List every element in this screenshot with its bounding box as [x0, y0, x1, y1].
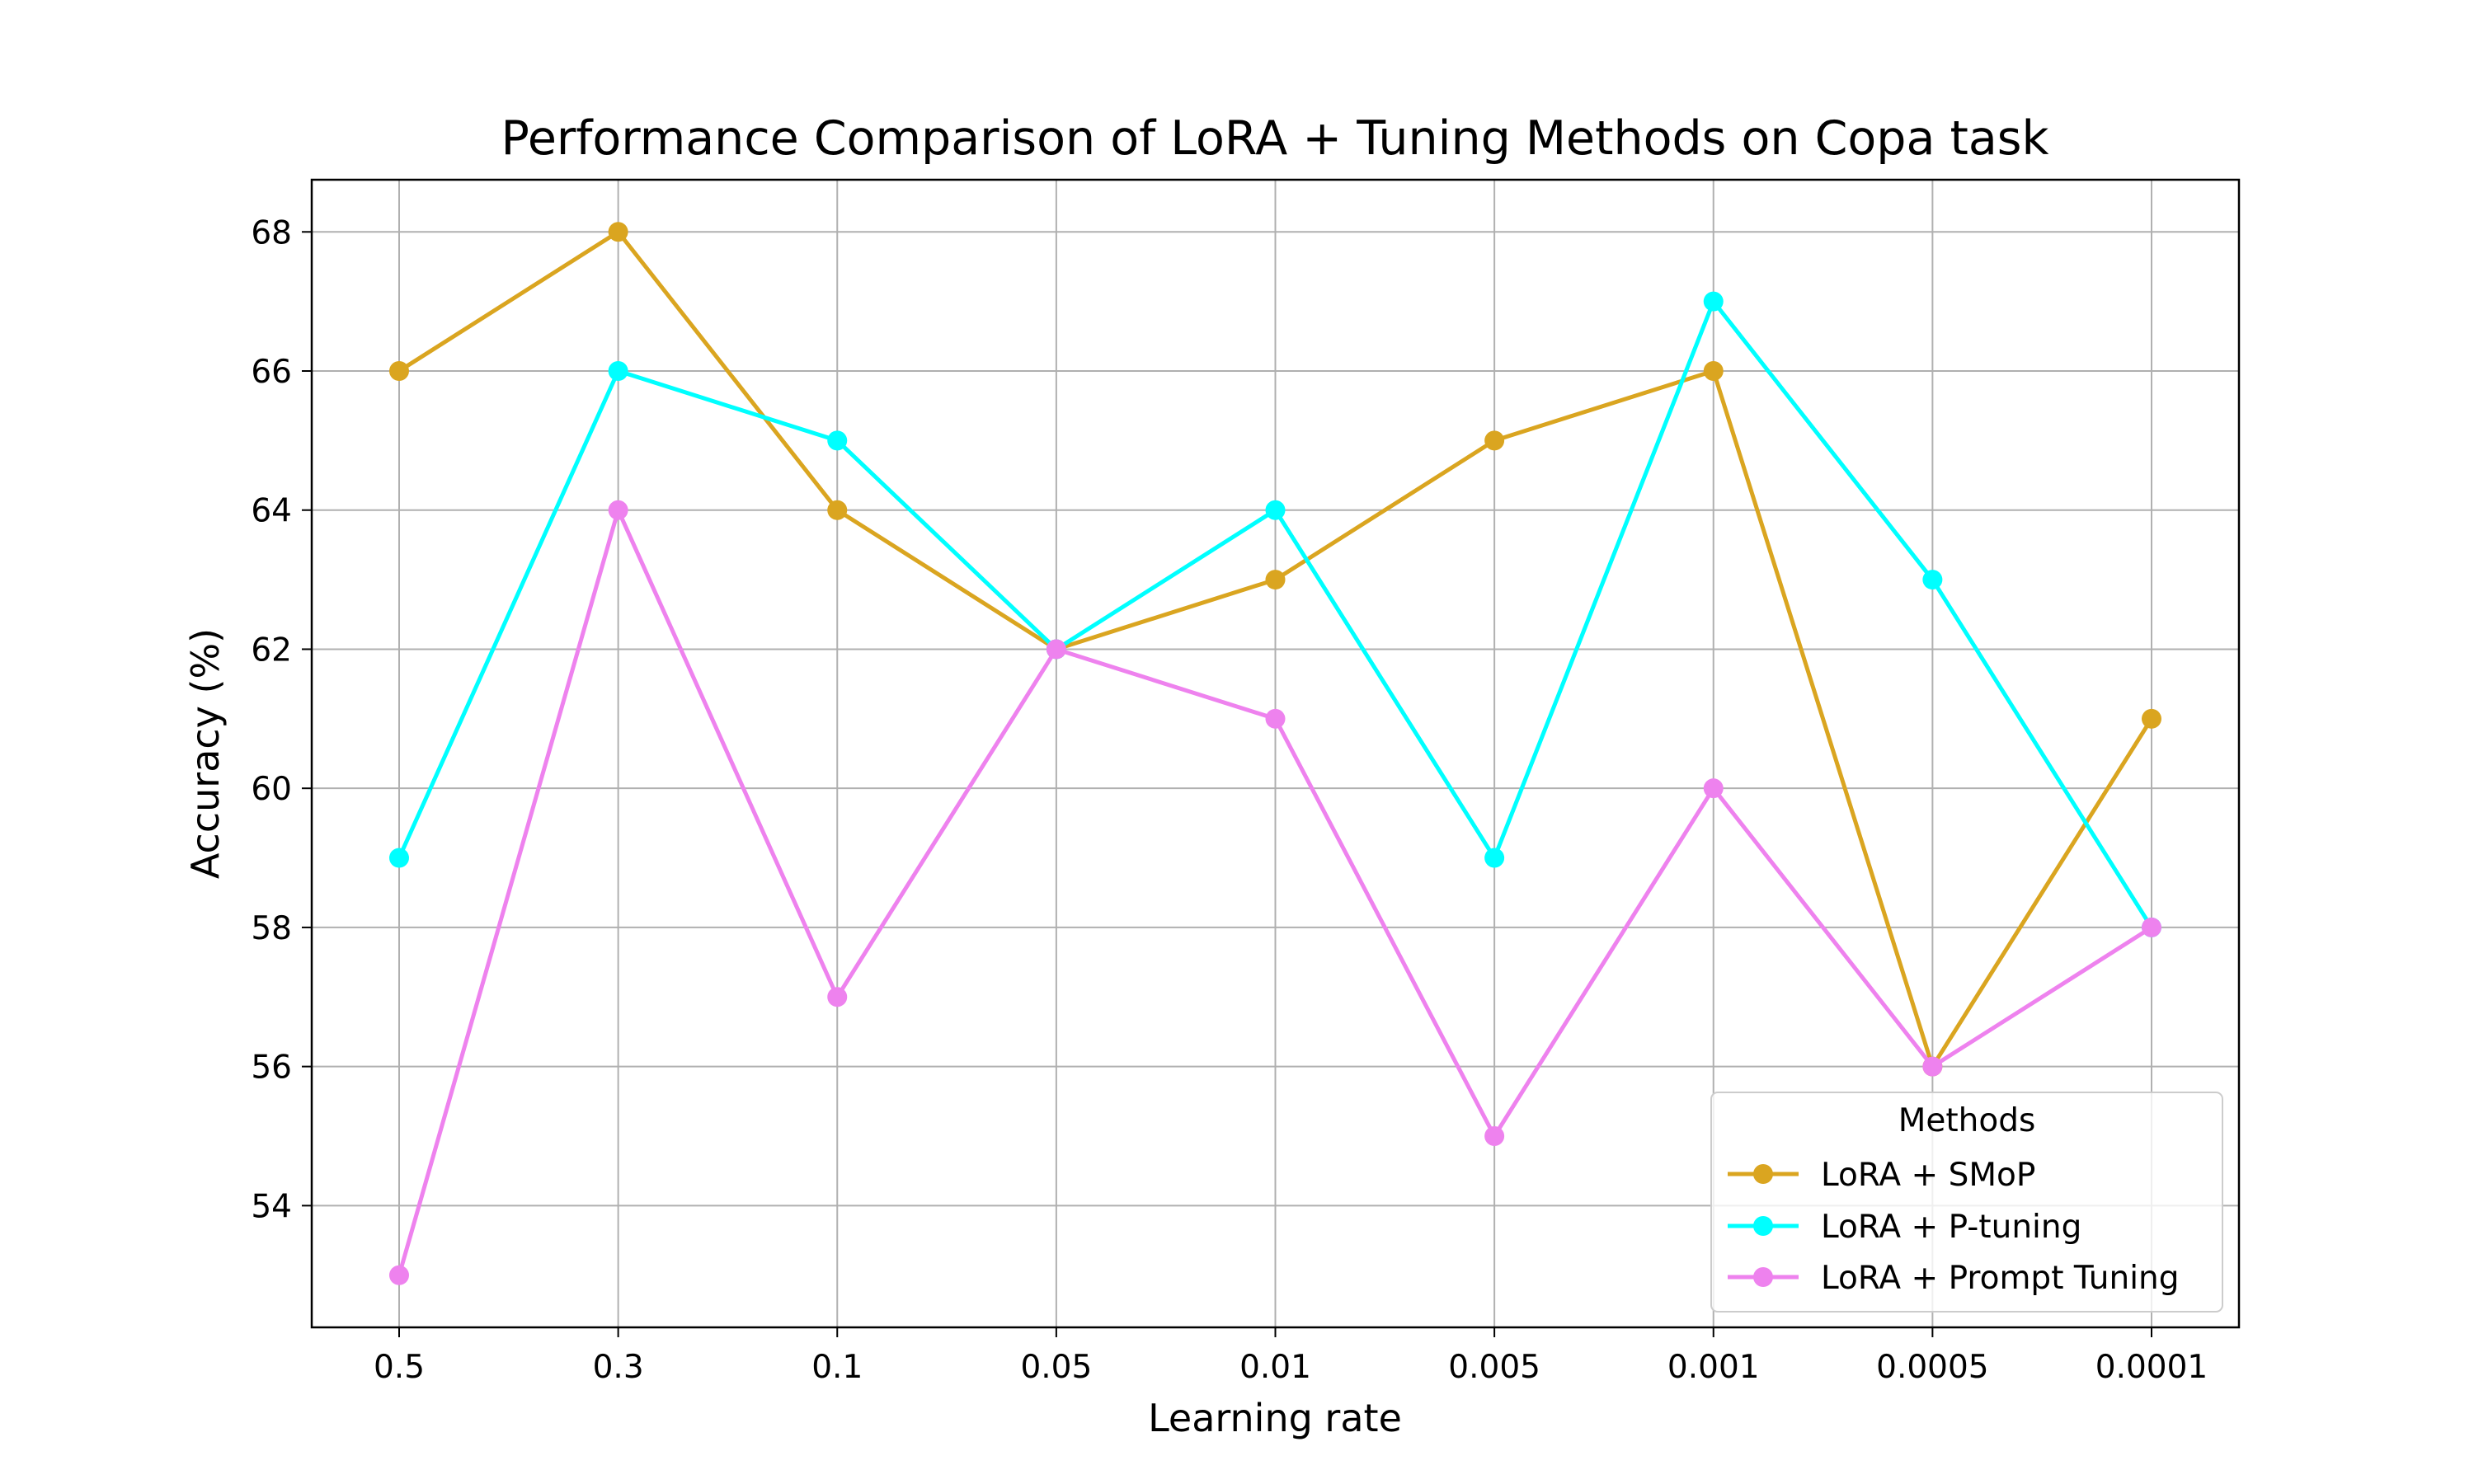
data-point [2142, 708, 2161, 729]
x-tick-label: 0.001 [1667, 1349, 1760, 1386]
data-point [1703, 778, 1724, 799]
legend-marker [1753, 1267, 1773, 1287]
legend-marker [1753, 1164, 1773, 1184]
data-point [1922, 1056, 1943, 1077]
data-point [1703, 361, 1724, 381]
data-point [1484, 848, 1505, 868]
x-axis-ticks: 0.5 0.3 0.1 0.05 0.01 0.005 0.001 0.0005 0.0001 [374, 1327, 2208, 1386]
y-tick-label: 56 [251, 1050, 292, 1087]
y-tick-label: 68 [251, 214, 292, 251]
y-tick-label: 58 [251, 910, 292, 947]
data-point [1922, 570, 1943, 590]
series-layer [389, 222, 2161, 1285]
x-tick-label: 0.0001 [2095, 1349, 2208, 1386]
data-point [389, 848, 409, 868]
legend-entry: LoRA + SMoP [1728, 1157, 2035, 1194]
legend-entry: LoRA + P-tuning [1728, 1209, 2081, 1246]
legend-marker [1753, 1216, 1773, 1236]
series-1 [389, 222, 2161, 1077]
x-tick-label: 0.05 [1020, 1349, 1092, 1386]
y-tick-label: 64 [251, 493, 292, 530]
data-point [389, 1265, 409, 1285]
y-tick-label: 66 [251, 354, 292, 391]
data-point [827, 430, 848, 451]
data-point [1484, 430, 1505, 451]
data-point [827, 500, 848, 520]
legend-label: LoRA + Prompt Tuning [1821, 1260, 2180, 1297]
legend: Methods LoRA + SMoP LoRA + P-tuning LoRA +… [1710, 1092, 2223, 1313]
data-point [608, 500, 628, 520]
data-point [827, 987, 848, 1007]
legend-title: Methods [1898, 1102, 2036, 1139]
x-tick-label: 0.1 [811, 1349, 863, 1386]
data-point [1265, 500, 1286, 520]
data-point [608, 361, 628, 381]
x-tick-label: 0.005 [1448, 1349, 1540, 1386]
x-tick-label: 0.3 [593, 1349, 644, 1386]
data-point [608, 222, 628, 242]
y-tick-label: 60 [251, 771, 292, 808]
data-point [389, 361, 409, 381]
legend-label: LoRA + SMoP [1821, 1157, 2035, 1194]
x-axis-label: Learning rate [1148, 1396, 1402, 1440]
data-point [2142, 917, 2161, 937]
chart-title: Performance Comparison of LoRA + Tuning … [501, 111, 2049, 166]
data-point [1265, 570, 1286, 590]
y-tick-label: 54 [251, 1188, 292, 1225]
data-point [1265, 708, 1286, 729]
y-axis-ticks: 54 56 58 60 62 64 66 68 [251, 214, 312, 1225]
legend-label: LoRA + P-tuning [1821, 1209, 2081, 1246]
data-point [1484, 1126, 1505, 1146]
x-tick-label: 0.5 [374, 1349, 425, 1386]
x-tick-label: 0.0005 [1876, 1349, 1988, 1386]
y-tick-label: 62 [251, 632, 292, 669]
legend-box [1710, 1092, 2223, 1313]
x-tick-label: 0.01 [1239, 1349, 1311, 1386]
legend-entry: LoRA + Prompt Tuning [1728, 1260, 2180, 1297]
data-point [1046, 639, 1066, 660]
y-axis-label: Accuracy (%) [183, 628, 228, 879]
data-point [1703, 291, 1724, 312]
series-3 [389, 500, 2161, 1285]
